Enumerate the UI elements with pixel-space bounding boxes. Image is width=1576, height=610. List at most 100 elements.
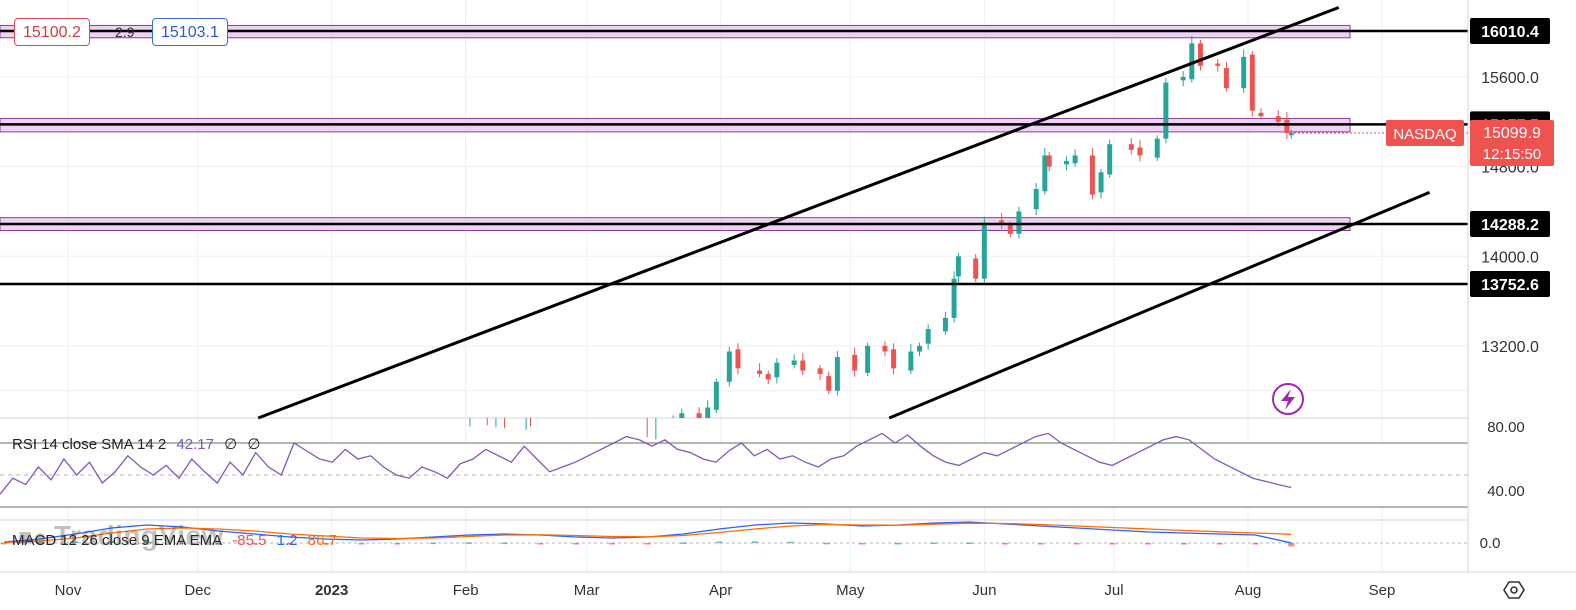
lightning-icon[interactable] [1272, 383, 1304, 415]
candlestick-series [469, 35, 1294, 440]
gear-icon[interactable] [1503, 581, 1525, 599]
macd-histogram-bar [215, 543, 222, 545]
macd-signal-value: 86.7 [307, 532, 337, 549]
macd-histogram-bar [287, 543, 294, 545]
macd-histogram-bar [751, 541, 758, 543]
candle-body [834, 357, 840, 391]
candle-body [1163, 82, 1169, 139]
rsi-axis-label: 80.00 [1487, 419, 1525, 436]
candle-body [891, 349, 897, 369]
price-axis-label: 15600.0 [1481, 70, 1539, 87]
macd-histogram-bar [1252, 543, 1259, 545]
candle-body [917, 345, 923, 352]
macd-hist-value: -85.5 [232, 532, 267, 549]
candle-body [882, 345, 888, 352]
buy-price-button[interactable]: 15103.1 [152, 18, 228, 46]
candle-body [679, 413, 685, 418]
price-axis: 16010.415600.015177.514800.014288.214000… [1290, 0, 1554, 572]
macd-histogram-bar [573, 543, 580, 545]
signal-line [3, 522, 1292, 544]
candle-body [925, 329, 931, 344]
time-axis-label: Jul [1104, 582, 1123, 599]
candle-body [1249, 54, 1255, 111]
macd-histogram-bar [930, 542, 937, 545]
macd-axis-label: 0.0 [1480, 535, 1501, 552]
candle-body [696, 413, 702, 418]
macd-name: MACD 12 26 close 9 EMA EMA [12, 532, 223, 549]
last-price-label: 15099.9 [1483, 125, 1541, 142]
macd-histogram-bar [36, 542, 43, 544]
macd-histogram-bar [787, 541, 794, 544]
candle-body [1189, 43, 1195, 80]
candle-body [1197, 43, 1203, 66]
macd-histogram-bar [501, 542, 508, 545]
macd-histogram-bar [716, 541, 723, 544]
candle-body [826, 376, 832, 391]
time-axis-label: Jun [972, 582, 996, 599]
candle-body [973, 258, 979, 279]
time-axis-label: Feb [453, 582, 479, 599]
rsi-na-2: ∅ [247, 436, 261, 453]
time-axis-label: Nov [55, 582, 82, 599]
rsi-pane [0, 432, 1468, 508]
candle-body [1128, 144, 1134, 150]
candle-body [852, 354, 858, 371]
countdown-label: 12:15:50 [1483, 146, 1541, 163]
time-axis-label: Sep [1369, 582, 1396, 599]
candle-body [942, 317, 948, 332]
macd-histogram-bar [823, 542, 830, 545]
candle-body [1288, 133, 1294, 136]
macd-histogram-bar [394, 543, 401, 545]
time-axis-label: Dec [184, 582, 211, 599]
candle-body [1072, 155, 1078, 164]
macd-histogram-bar [859, 543, 866, 545]
price-axis-label: 13752.6 [1481, 277, 1539, 294]
macd-histogram-bar [966, 542, 973, 545]
candle-body [817, 368, 823, 374]
macd-histogram-bar [1288, 543, 1295, 547]
candle-body [1154, 138, 1160, 158]
macd-histogram-bar [1002, 543, 1009, 545]
price-level-label-bg [1470, 271, 1550, 297]
time-axis-label: Aug [1235, 582, 1262, 599]
candle-body [1042, 155, 1048, 192]
macd-histogram-bar [1, 542, 7, 545]
candle-body [999, 220, 1005, 223]
time-axis-label: 2023 [315, 582, 348, 599]
macd-histogram-bar [179, 542, 186, 545]
macd-legend[interactable]: MACD 12 26 close 9 EMA EMA -85.5 1.2 86.… [12, 532, 343, 549]
macd-histogram-bar [465, 542, 472, 544]
candle-body [865, 345, 871, 373]
candle-body [1275, 116, 1281, 122]
sell-price-button[interactable]: 15100.2 [14, 18, 90, 46]
rsi-legend[interactable]: RSI 14 close SMA 14 2 42.17 ∅ ∅ [12, 435, 266, 453]
macd-histogram-bar [680, 542, 687, 544]
tradingview-watermark: ■● TradingView [18, 520, 224, 551]
trendline [257, 6, 1340, 420]
macd-histogram-bar [251, 543, 258, 545]
macd-histogram-bar [644, 543, 651, 545]
price-level-label-bg [1470, 210, 1550, 237]
candle-body [1098, 172, 1104, 193]
macd-histogram-bar [1073, 543, 1080, 545]
rsi-line [0, 432, 1292, 495]
macd-histogram-bar [108, 541, 115, 543]
candle-body [1016, 211, 1022, 234]
candle-body [705, 407, 711, 418]
trendline [888, 191, 1431, 420]
price-axis-label: 13200.0 [1481, 339, 1539, 356]
candle-body [1107, 144, 1113, 175]
macd-histogram-bar [1037, 543, 1044, 545]
price-axis-label: 16010.4 [1481, 24, 1539, 41]
tradingview-logo-icon: ■● [18, 524, 48, 551]
candle-body [1007, 224, 1013, 234]
rsi-axis-label: 40.00 [1487, 483, 1525, 500]
macd-histogram-bar [1180, 543, 1187, 545]
price-axis-label: 14288.2 [1481, 217, 1539, 234]
rsi-value: 42.17 [176, 436, 214, 453]
macd-histogram-bar [894, 542, 901, 545]
candle-body [800, 360, 806, 371]
candle-body [1046, 155, 1052, 167]
